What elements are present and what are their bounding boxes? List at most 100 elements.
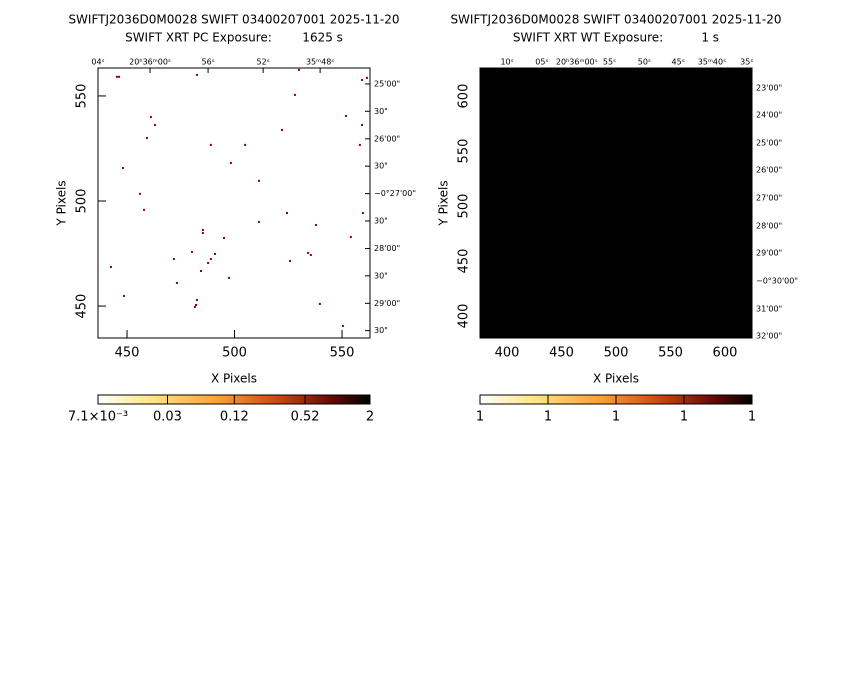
- dec-tick-label: 30": [374, 216, 388, 225]
- event: [172, 257, 175, 260]
- event: [315, 223, 318, 226]
- dec-tick-label: 26'00": [756, 166, 782, 175]
- event: [213, 252, 216, 255]
- ra-tick-label: 35ᵐ40ˢ: [698, 58, 726, 67]
- event: [109, 265, 112, 268]
- ra-tick-label: 05ˢ: [535, 58, 548, 67]
- event: [318, 302, 321, 305]
- ra-tick-label: 04ˢ: [91, 58, 104, 67]
- colorbar-label: 1: [612, 410, 620, 425]
- event: [153, 123, 156, 126]
- event: [361, 78, 364, 81]
- dec-tick-label: 30": [374, 162, 388, 171]
- event: [118, 75, 121, 78]
- ra-tick-label: 55ˢ: [603, 58, 616, 67]
- colorbar-label: 1: [544, 410, 552, 425]
- y-axis-label: Y Pixels: [437, 180, 451, 226]
- event: [175, 281, 178, 284]
- dec-tick-label: 29'00": [374, 299, 400, 308]
- dec-tick-label: 30": [374, 271, 388, 280]
- event: [199, 269, 202, 272]
- event: [143, 208, 146, 211]
- colorbar-label: 0.52: [291, 410, 320, 425]
- event: [209, 257, 212, 260]
- y-axis-label: Y Pixels: [55, 180, 69, 226]
- dec-tick-label: 28'00": [374, 244, 400, 253]
- dec-tick-label: 26'00": [374, 134, 400, 143]
- dec-tick-label: 29'00": [756, 248, 782, 257]
- event: [207, 261, 210, 264]
- event: [223, 236, 226, 239]
- x-tick-label: 450: [549, 346, 574, 361]
- subtitle: SWIFT XRT PC Exposure: 1625 s: [125, 31, 343, 45]
- event: [115, 75, 118, 78]
- event: [195, 298, 198, 301]
- x-axis-label: X Pixels: [593, 372, 639, 386]
- dec-tick-label: −0°27'00": [374, 189, 416, 198]
- dec-tick-label: 28'00": [756, 222, 782, 231]
- event: [201, 229, 204, 231]
- event: [149, 115, 152, 118]
- ra-tick-label: 10ˢ: [500, 58, 513, 67]
- y-tick-label: 550: [75, 84, 90, 109]
- event: [341, 325, 344, 328]
- event: [307, 251, 310, 254]
- x-tick-label: 500: [222, 346, 247, 361]
- event: [190, 250, 193, 253]
- dec-tick-label: 24'00": [756, 111, 782, 120]
- event: [229, 161, 232, 164]
- x-tick-label: 450: [115, 346, 140, 361]
- x-tick-label: 500: [604, 346, 629, 361]
- event: [286, 211, 289, 214]
- event: [209, 143, 212, 146]
- ra-tick-label: 56ˢ: [202, 58, 215, 67]
- event: [146, 136, 149, 139]
- event: [195, 73, 198, 76]
- x-tick-label: 550: [330, 346, 355, 361]
- dec-tick-label: 25'00": [374, 79, 400, 88]
- y-tick-label: 500: [75, 189, 90, 214]
- event: [258, 221, 261, 224]
- event: [344, 114, 347, 117]
- colorbar-label: 7.1×10⁻³: [68, 410, 128, 425]
- event: [298, 68, 301, 71]
- x-tick-label: 600: [713, 346, 738, 361]
- x-axis-label: X Pixels: [211, 372, 257, 386]
- y-tick-label: 500: [457, 194, 472, 219]
- colorbar-label: 1: [680, 410, 688, 425]
- event: [281, 128, 284, 131]
- event: [195, 304, 198, 307]
- ra-tick-label: 20ʰ36ᵐ00ˢ: [556, 58, 598, 67]
- colorbar-label: 1: [476, 410, 484, 425]
- dec-tick-label: 30": [374, 107, 388, 116]
- dec-tick-label: 23'00": [756, 84, 782, 93]
- event: [361, 211, 364, 214]
- title: SWIFTJ2036D0M0028 SWIFT 03400207001 2025…: [68, 13, 399, 27]
- x-tick-label: 550: [658, 346, 683, 361]
- x-tick-label: 400: [495, 346, 520, 361]
- colorbar-label: 0.12: [220, 410, 249, 425]
- dec-tick-label: 25'00": [756, 139, 782, 148]
- colorbar-label: 1: [748, 410, 756, 425]
- image-area: [97, 67, 371, 339]
- dec-tick-label: 27'00": [756, 193, 782, 202]
- title: SWIFTJ2036D0M0028 SWIFT 03400207001 2025…: [450, 13, 781, 27]
- y-tick-label: 400: [457, 304, 472, 329]
- event: [138, 192, 141, 195]
- y-tick-label: 550: [457, 139, 472, 164]
- event: [309, 254, 312, 257]
- event: [201, 231, 204, 234]
- ra-tick-label: 52ˢ: [257, 58, 270, 67]
- colorbar-label: 2: [366, 410, 374, 425]
- ra-tick-label: 45ˢ: [672, 58, 685, 67]
- y-tick-label: 450: [75, 294, 90, 319]
- dec-tick-label: 30": [374, 326, 388, 335]
- event: [365, 76, 368, 79]
- subtitle: SWIFT XRT WT Exposure: 1 s: [513, 31, 719, 45]
- event: [123, 294, 126, 297]
- event: [358, 143, 361, 146]
- event: [258, 179, 261, 182]
- y-tick-label: 450: [457, 249, 472, 274]
- dec-tick-label: 32'00": [756, 332, 782, 341]
